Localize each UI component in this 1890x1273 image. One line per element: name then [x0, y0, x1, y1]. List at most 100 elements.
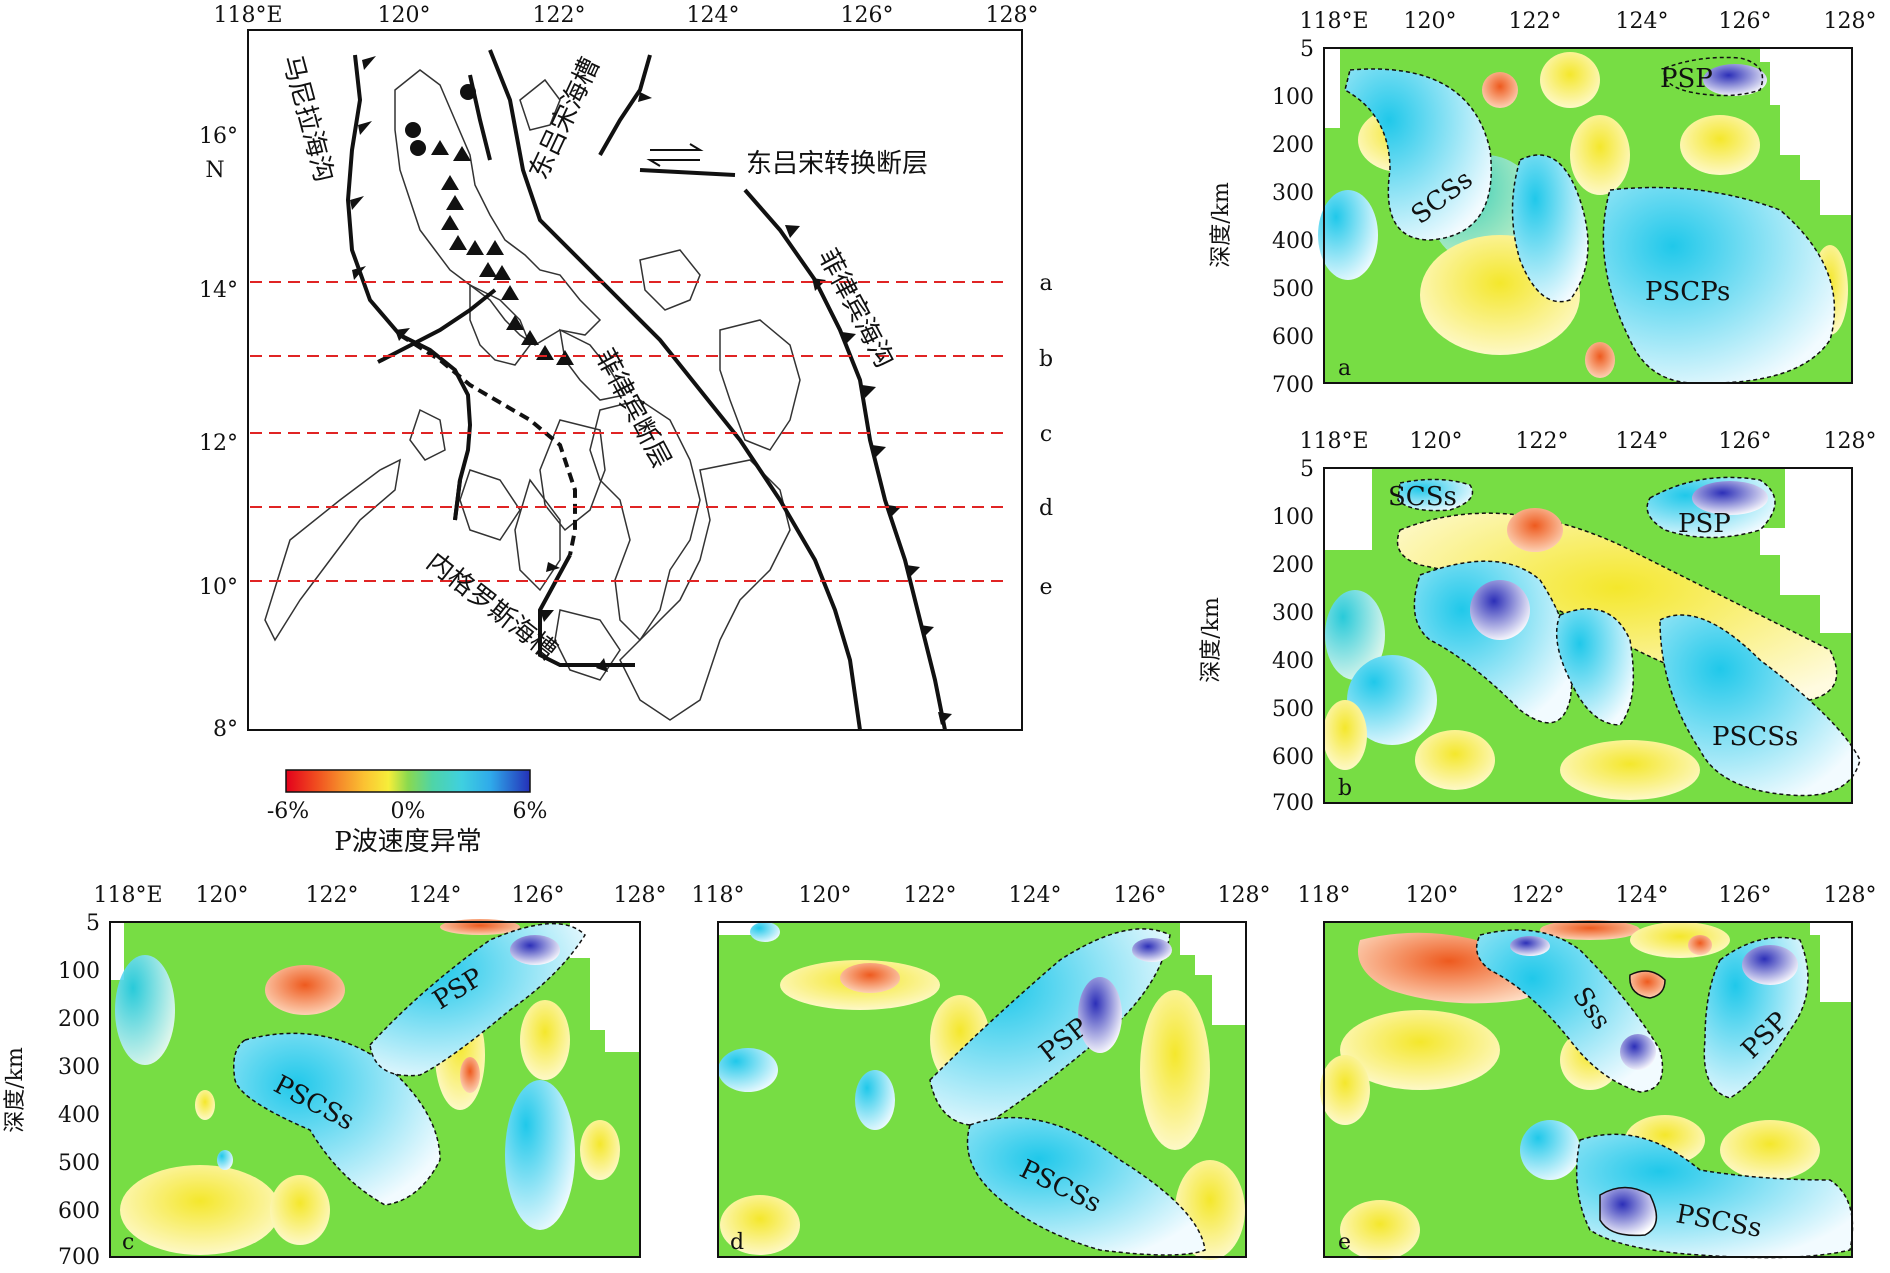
profile-b-lon-tick: 126°	[1719, 429, 1772, 454]
profile-c-lon-tick: 122°	[306, 883, 359, 908]
profile-c-lon-tick: 124°	[409, 883, 462, 908]
profile-b-lon-tick: 118°E	[1299, 429, 1368, 454]
map-lat-tick: 16°	[199, 124, 238, 149]
profile-b-depth-ticks: 5 100 200 300 400 500 600 700	[1272, 457, 1314, 816]
profile-panel-c: PSP PSCSs c 118°E 120° 122° 124° 126° 12…	[3, 883, 667, 1270]
profile-a-depth-ticks: 5 100 200 300 400 500 600 700	[1272, 37, 1314, 398]
profile-c-id: c	[122, 1230, 134, 1255]
profile-a-depth-tick: 300	[1272, 181, 1314, 206]
profile-b-depth-tick: 5	[1300, 457, 1314, 482]
map-lon-tick: 118°E	[213, 3, 282, 28]
profile-panel-a: PSP SCSs PSCPs a 118°E 120° 122° 124° 12…	[1209, 9, 1877, 398]
profile-a-lon-tick: 126°	[1719, 9, 1772, 34]
profile-a-ylabel: 深度/km	[1209, 182, 1234, 268]
profile-panel-e: Sss PSP PSCSs e 118° 120° 122° 124° 126°…	[1298, 883, 1877, 1260]
profile-a-lon-tick: 118°E	[1299, 9, 1368, 34]
profile-d-lon-tick: 118°	[692, 883, 745, 908]
profile-b-pscss-outline	[1659, 614, 1861, 797]
profile-b-slab2-outline	[1555, 608, 1635, 726]
map-lon-tick: 128°	[986, 3, 1039, 28]
profile-a-psp-outline	[1663, 56, 1764, 97]
profile-label-c: c	[1040, 422, 1052, 447]
profile-b-depth-tick: 400	[1272, 649, 1314, 674]
profile-c-depth-tick: 5	[86, 911, 100, 936]
profile-c-lon-tick: 118°E	[93, 883, 162, 908]
profile-e-lon-ticks: 118° 120° 122° 124° 126° 128°	[1298, 883, 1877, 908]
profile-d-lon-tick: 128°	[1218, 883, 1271, 908]
profile-b-scss-outline	[1397, 478, 1474, 512]
profile-d-lon-tick: 122°	[904, 883, 957, 908]
profile-panel-d: PSP PSCSs d 118° 120° 122° 124° 126° 128…	[692, 883, 1271, 1260]
profile-a-depth-tick: 200	[1272, 133, 1314, 158]
profile-a-depth-tick: 700	[1272, 373, 1314, 398]
profile-b-depth-tick: 500	[1272, 697, 1314, 722]
profile-a-lon-tick: 120°	[1404, 9, 1457, 34]
map-lon-tick: 122°	[533, 3, 586, 28]
profile-d-lon-tick: 120°	[799, 883, 852, 908]
map-frame	[247, 29, 1023, 731]
profile-d-id: d	[730, 1230, 744, 1255]
profile-a-depth-tick: 5	[1300, 37, 1314, 62]
profile-c-lon-ticks: 118°E 120° 122° 124° 126° 128°	[93, 883, 666, 908]
profile-e-lon-tick: 128°	[1824, 883, 1877, 908]
transform-arrows	[646, 143, 704, 167]
profile-b-lon-tick: 124°	[1616, 429, 1669, 454]
profile-panel-b: SCSs PSP PSCSs b 118°E 120° 122° 124° 12…	[1199, 429, 1877, 816]
profile-e-sss-outline	[1475, 929, 1664, 1093]
profile-e-id: e	[1338, 1230, 1351, 1255]
profile-a-pscps-outline	[1602, 186, 1836, 384]
profile-a-scss-outline	[1344, 68, 1492, 241]
map-lat-unit: N	[205, 158, 224, 183]
profile-a-depth-tick: 500	[1272, 277, 1314, 302]
profile-b-lon-ticks: 118°E 120° 122° 124° 126° 128°	[1299, 429, 1876, 454]
profile-c-lon-tick: 128°	[614, 883, 667, 908]
east-luzon-transform-label: 东吕宋转换断层	[746, 149, 928, 179]
profile-c-depth-tick: 700	[58, 1245, 100, 1269]
profile-c-depth-tick: 500	[58, 1151, 100, 1176]
profile-e-lon-tick: 126°	[1719, 883, 1772, 908]
profile-c-ylabel: 深度/km	[3, 1047, 28, 1133]
profile-c-lon-tick: 120°	[196, 883, 249, 908]
profile-label-d: d	[1039, 496, 1053, 521]
profile-b-lon-tick: 122°	[1516, 429, 1569, 454]
profile-b-id: b	[1338, 776, 1352, 801]
colorbar: -6% 0% 6% P波速度异常	[267, 769, 548, 857]
profile-b-depth-tick: 300	[1272, 601, 1314, 626]
profile-e-lon-tick: 124°	[1616, 883, 1669, 908]
profile-c-depth-tick: 300	[58, 1055, 100, 1080]
map-lat-tick: 8°	[213, 717, 238, 742]
volcano-markers	[405, 84, 574, 365]
map-lat-tick: 12°	[199, 431, 238, 456]
map-lon-ticks: 118°E 120° 122° 124° 126° 128°	[213, 3, 1038, 28]
profile-c-pscss-outline	[233, 1032, 441, 1206]
profile-b-depth-tick: 100	[1272, 505, 1314, 530]
profile-c-depth-tick: 200	[58, 1007, 100, 1032]
map-lat-tick: 14°	[199, 278, 238, 303]
profile-b-depth-tick: 600	[1272, 745, 1314, 770]
tectonic-map: 118°E 120° 122° 124° 126° 128° 16° N 14°…	[199, 3, 1053, 742]
colorbar-gradient	[285, 769, 531, 793]
profile-b-slab-outline	[1413, 560, 1573, 724]
profile-label-b: b	[1039, 347, 1053, 372]
profile-label-a: a	[1039, 271, 1052, 296]
profile-b-lon-tick: 128°	[1824, 429, 1877, 454]
profile-a-lon-tick: 124°	[1616, 9, 1669, 34]
profile-a-depth-tick: 600	[1272, 325, 1314, 350]
colorbar-title: P波速度异常	[334, 827, 482, 857]
map-lon-tick: 120°	[378, 3, 431, 28]
profile-a-slab-outline	[1511, 154, 1589, 303]
profile-c-depth-tick: 400	[58, 1103, 100, 1128]
profile-label-e: e	[1039, 575, 1052, 600]
colorbar-mid: 0%	[391, 799, 426, 824]
profile-a-depth-tick: 100	[1272, 85, 1314, 110]
colorbar-max: 6%	[513, 799, 548, 824]
profile-a-lon-ticks: 118°E 120° 122° 124° 126° 128°	[1299, 9, 1876, 34]
profile-b-label-pscss: PSCSs	[1712, 722, 1798, 752]
profile-b-ylabel: 深度/km	[1199, 597, 1224, 683]
profile-c-depth-ticks: 5 100 200 300 400 500 600 700	[58, 911, 100, 1270]
profile-labels: a b c d e	[1039, 271, 1053, 600]
profile-c-lon-tick: 126°	[512, 883, 565, 908]
profile-e-red-outline	[1629, 970, 1666, 999]
profile-e-lon-tick: 120°	[1406, 883, 1459, 908]
profile-e-lon-tick: 118°	[1298, 883, 1351, 908]
